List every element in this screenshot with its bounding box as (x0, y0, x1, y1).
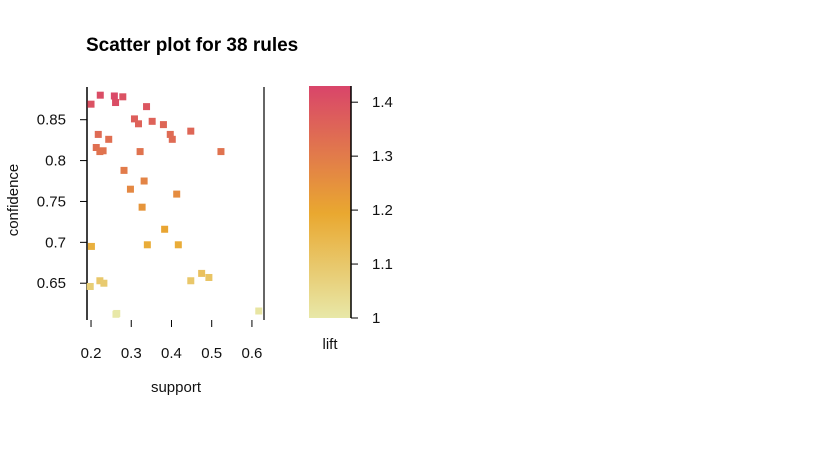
scatter-point (130, 115, 138, 123)
y-tick-label: 0.8 (45, 153, 66, 170)
data-points (86, 91, 263, 318)
y-tick-label: 0.85 (37, 112, 66, 129)
x-tick-label: 0.4 (161, 345, 182, 362)
lift-color-bar (309, 86, 351, 318)
y-tick-label: 0.75 (37, 193, 66, 210)
scatter-point (126, 185, 134, 193)
x-axis-ticks: 0.2 0.3 0.4 0.5 0.6 (81, 320, 263, 362)
scatter-point (168, 135, 176, 143)
scatter-point (99, 147, 107, 155)
scatter-point (92, 143, 100, 151)
scatter-point (96, 277, 104, 285)
scatter-point (143, 103, 151, 111)
color-tick-label: 1.1 (372, 256, 393, 273)
y-tick-label: 0.7 (45, 234, 66, 251)
color-bar-label: lift (323, 336, 339, 353)
scatter-point (159, 121, 167, 129)
scatter-point (166, 130, 174, 138)
scatter-point (138, 203, 146, 211)
y-axis-ticks: 0.65 0.7 0.75 0.8 0.85 (37, 112, 87, 292)
x-tick-label: 0.5 (201, 345, 222, 362)
scatter-point (173, 190, 181, 198)
scatter-point (187, 277, 195, 285)
color-bar-ticks: 1 1.1 1.2 1.3 1.4 (351, 94, 393, 327)
scatter-point (112, 99, 120, 107)
scatter-point (119, 93, 127, 101)
scatter-point (140, 177, 148, 185)
scatter-point (217, 148, 225, 156)
scatter-point (161, 225, 169, 233)
scatter-point (110, 92, 118, 100)
y-tick-label: 0.65 (37, 275, 66, 292)
scatter-point (100, 279, 108, 287)
color-tick-label: 1.2 (372, 202, 393, 219)
y-axis-label: confidence (5, 164, 22, 237)
scatter-point (86, 282, 94, 290)
color-tick-label: 1 (372, 310, 380, 327)
scatter-point (255, 307, 263, 315)
scatter-point (105, 135, 113, 143)
x-tick-label: 0.3 (121, 345, 142, 362)
scatter-point (87, 100, 95, 108)
scatter-point (112, 310, 120, 318)
scatter-point (120, 166, 128, 174)
scatter-point (174, 241, 182, 249)
x-axis-label: support (151, 379, 202, 396)
scatter-point (187, 127, 195, 135)
scatter-point (96, 91, 104, 99)
x-tick-label: 0.6 (242, 345, 263, 362)
color-tick-label: 1.3 (372, 148, 393, 165)
scatter-point (134, 120, 142, 128)
scatter-point (94, 130, 102, 138)
chart-title: Scatter plot for 38 rules (86, 35, 298, 56)
scatter-point (198, 269, 206, 277)
x-tick-label: 0.2 (81, 345, 102, 362)
scatter-point (136, 148, 144, 156)
scatter-point (143, 241, 151, 249)
scatter-point (87, 242, 95, 250)
color-tick-label: 1.4 (372, 94, 393, 111)
scatter-point (205, 273, 213, 281)
scatter-point (148, 117, 156, 125)
